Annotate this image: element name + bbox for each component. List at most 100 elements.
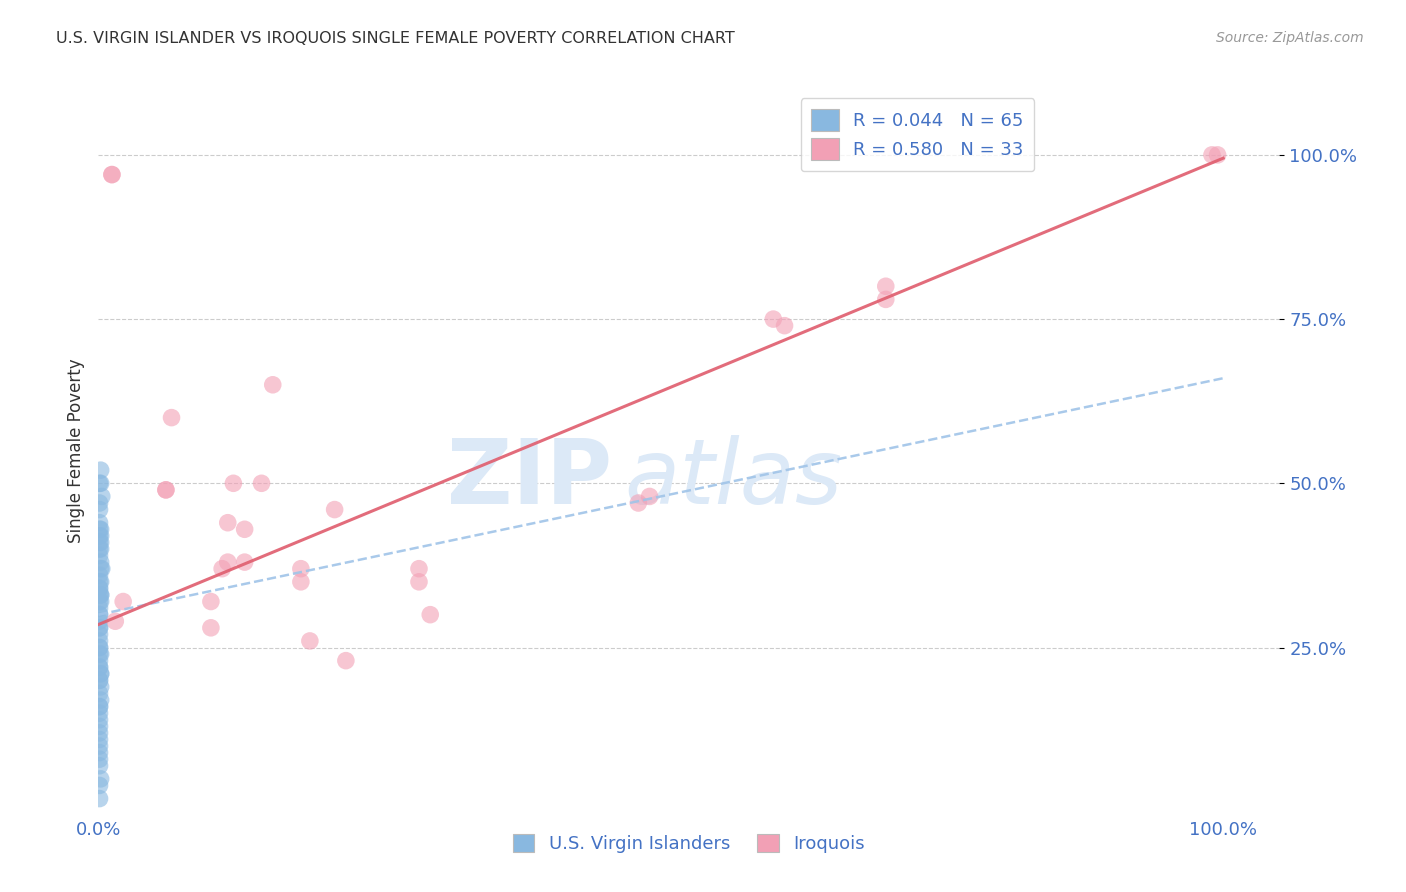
Point [200, 594, 222, 608]
Point [762, 312, 785, 326]
Point [89, 607, 111, 622]
Point [89, 568, 111, 582]
Point [89, 706, 111, 721]
Point [200, 621, 222, 635]
Point [89, 476, 111, 491]
Point [211, 562, 233, 576]
Point [90, 594, 112, 608]
Point [90, 562, 112, 576]
Point [89, 713, 111, 727]
Point [290, 562, 312, 576]
Point [89, 621, 111, 635]
Point [773, 318, 796, 333]
Point [217, 516, 239, 530]
Point [875, 293, 897, 307]
Point [217, 555, 239, 569]
Point [627, 496, 650, 510]
Point [89, 614, 111, 628]
Point [90, 463, 112, 477]
Point [89, 502, 111, 516]
Point [875, 279, 897, 293]
Point [90, 535, 112, 549]
Point [90, 476, 112, 491]
Point [323, 502, 346, 516]
Point [89, 686, 111, 700]
Point [90, 666, 112, 681]
Point [89, 746, 111, 760]
Point [1206, 148, 1229, 162]
Point [89, 752, 111, 766]
Point [89, 634, 111, 648]
Point [89, 588, 111, 602]
Point [262, 377, 284, 392]
Y-axis label: Single Female Poverty: Single Female Poverty [66, 359, 84, 542]
Point [89, 719, 111, 733]
Point [89, 640, 111, 655]
Point [89, 732, 111, 747]
Point [89, 574, 111, 589]
Text: Source: ZipAtlas.com: Source: ZipAtlas.com [1216, 31, 1364, 45]
Point [89, 601, 111, 615]
Point [89, 529, 111, 543]
Point [89, 541, 111, 556]
Point [89, 496, 111, 510]
Point [155, 483, 177, 497]
Point [419, 607, 441, 622]
Point [89, 660, 111, 674]
Point [89, 594, 111, 608]
Point [101, 168, 124, 182]
Point [90, 772, 112, 786]
Legend: U.S. Virgin Islanders, Iroquois: U.S. Virgin Islanders, Iroquois [506, 827, 872, 861]
Point [408, 574, 430, 589]
Point [89, 627, 111, 641]
Point [89, 699, 111, 714]
Point [233, 555, 256, 569]
Point [89, 535, 111, 549]
Text: atlas: atlas [624, 435, 842, 524]
Point [250, 476, 273, 491]
Point [335, 654, 357, 668]
Point [89, 516, 111, 530]
Point [90, 555, 112, 569]
Point [90, 693, 112, 707]
Point [90, 647, 112, 661]
Point [101, 168, 124, 182]
Point [638, 490, 661, 504]
Point [89, 791, 111, 805]
Point [89, 549, 111, 563]
Point [89, 582, 111, 596]
Point [112, 594, 135, 608]
Point [298, 634, 321, 648]
Point [90, 522, 112, 536]
Point [104, 614, 127, 628]
Point [233, 522, 256, 536]
Point [1201, 148, 1223, 162]
Point [89, 640, 111, 655]
Point [89, 522, 111, 536]
Point [90, 490, 112, 504]
Point [89, 582, 111, 596]
Point [90, 680, 112, 694]
Point [90, 529, 112, 543]
Point [408, 562, 430, 576]
Point [160, 410, 183, 425]
Point [155, 483, 177, 497]
Point [90, 588, 112, 602]
Point [89, 779, 111, 793]
Point [90, 574, 112, 589]
Point [90, 666, 112, 681]
Point [89, 673, 111, 688]
Text: ZIP: ZIP [447, 435, 612, 524]
Point [89, 607, 111, 622]
Point [89, 699, 111, 714]
Point [90, 562, 112, 576]
Point [89, 726, 111, 740]
Point [89, 660, 111, 674]
Point [89, 647, 111, 661]
Point [89, 621, 111, 635]
Point [290, 574, 312, 589]
Point [89, 673, 111, 688]
Point [89, 739, 111, 753]
Text: U.S. VIRGIN ISLANDER VS IROQUOIS SINGLE FEMALE POVERTY CORRELATION CHART: U.S. VIRGIN ISLANDER VS IROQUOIS SINGLE … [56, 31, 735, 46]
Point [89, 758, 111, 772]
